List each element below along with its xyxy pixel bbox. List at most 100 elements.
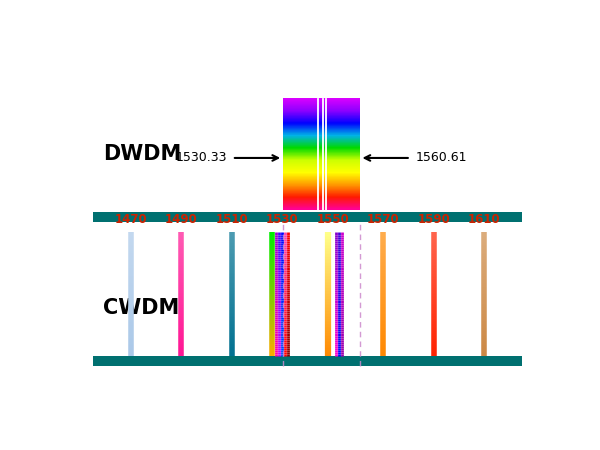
Bar xyxy=(283,153,359,154)
Bar xyxy=(283,101,359,102)
Bar xyxy=(283,165,359,166)
Bar xyxy=(283,181,359,182)
Bar xyxy=(283,140,359,141)
Bar xyxy=(283,130,359,131)
Bar xyxy=(283,113,359,114)
Bar xyxy=(283,134,359,135)
Bar xyxy=(283,105,359,106)
Bar xyxy=(283,132,359,133)
Bar xyxy=(283,186,359,187)
Bar xyxy=(283,142,359,143)
Bar xyxy=(283,145,359,146)
Bar xyxy=(283,184,359,185)
Bar xyxy=(283,127,359,128)
Bar xyxy=(283,119,359,120)
Bar xyxy=(283,157,359,158)
Bar xyxy=(283,199,359,200)
Bar xyxy=(283,186,359,187)
Bar xyxy=(283,110,359,111)
Bar xyxy=(283,105,359,106)
Bar xyxy=(283,206,359,207)
Text: 1570: 1570 xyxy=(367,212,400,225)
Bar xyxy=(283,206,359,207)
Bar xyxy=(283,153,359,154)
Bar xyxy=(283,142,359,143)
Bar xyxy=(283,161,359,162)
Bar xyxy=(283,168,359,169)
Bar xyxy=(283,140,359,141)
Text: 1490: 1490 xyxy=(165,212,197,225)
Bar xyxy=(283,124,359,125)
Bar xyxy=(283,175,359,176)
Bar xyxy=(283,169,359,170)
Bar xyxy=(283,110,359,111)
Bar xyxy=(283,178,359,179)
Bar xyxy=(283,167,359,168)
Bar xyxy=(283,185,359,186)
Bar xyxy=(283,115,359,116)
Bar xyxy=(283,156,359,157)
Bar xyxy=(283,180,359,181)
Bar xyxy=(283,141,359,142)
Bar xyxy=(283,152,359,153)
Bar xyxy=(283,121,359,122)
Bar xyxy=(283,189,359,190)
Bar xyxy=(283,134,359,135)
Bar xyxy=(283,205,359,206)
Bar xyxy=(283,173,359,174)
Bar xyxy=(283,133,359,134)
Bar xyxy=(283,188,359,189)
Bar xyxy=(283,136,359,137)
Bar xyxy=(283,123,359,124)
Bar xyxy=(283,198,359,199)
Bar xyxy=(283,147,359,148)
Bar xyxy=(283,139,359,140)
Bar xyxy=(283,159,359,160)
Text: 1470: 1470 xyxy=(114,212,147,225)
Bar xyxy=(283,111,359,112)
Bar xyxy=(283,201,359,202)
Bar xyxy=(283,201,359,202)
Bar xyxy=(283,156,359,157)
Bar xyxy=(283,160,359,161)
Bar xyxy=(283,137,359,138)
Bar xyxy=(283,163,359,164)
Text: 1590: 1590 xyxy=(418,212,450,225)
Bar xyxy=(283,169,359,170)
Bar xyxy=(283,161,359,162)
Bar xyxy=(283,194,359,195)
Bar xyxy=(283,177,359,178)
Bar xyxy=(283,155,359,156)
Bar xyxy=(283,103,359,104)
Bar xyxy=(283,190,359,191)
Bar xyxy=(283,193,359,194)
Bar xyxy=(283,139,359,140)
Bar xyxy=(283,170,359,171)
Bar xyxy=(283,202,359,203)
Bar xyxy=(283,204,359,205)
Bar xyxy=(283,149,359,150)
Bar xyxy=(283,127,359,128)
Bar xyxy=(283,151,359,152)
Bar xyxy=(283,208,359,209)
Bar xyxy=(283,146,359,147)
Bar xyxy=(283,144,359,145)
Bar xyxy=(283,162,359,163)
Bar xyxy=(283,208,359,209)
Text: 1530.33: 1530.33 xyxy=(176,152,227,164)
Bar xyxy=(283,200,359,201)
Bar xyxy=(283,166,359,167)
Bar xyxy=(283,187,359,188)
Bar xyxy=(283,177,359,178)
Bar xyxy=(283,209,359,210)
Bar xyxy=(283,104,359,105)
Bar xyxy=(283,160,359,161)
Bar xyxy=(283,135,359,136)
Bar xyxy=(283,183,359,184)
Bar xyxy=(283,113,359,114)
Bar xyxy=(283,131,359,132)
Text: 1550: 1550 xyxy=(316,212,349,225)
Bar xyxy=(283,175,359,176)
Bar xyxy=(283,199,359,200)
Bar xyxy=(283,196,359,197)
